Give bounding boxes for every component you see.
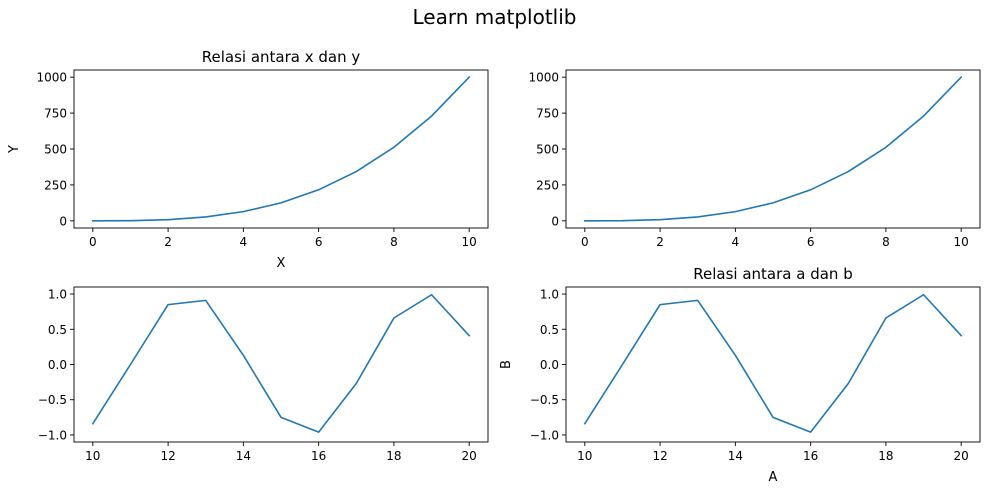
x-tick-label: 16 [803, 449, 818, 463]
x-tick-label: 0 [581, 235, 589, 249]
x-tick-label: 12 [652, 449, 667, 463]
y-tick-label: 500 [536, 143, 559, 157]
subplot-4: 10 12 14 16 18 20 −1.0 −0.5 0.0 0.5 1.0 Relasi anta… [499, 265, 981, 485]
axes-frame [73, 286, 489, 443]
x-tick-label: 6 [315, 235, 323, 249]
x-tick-label: 10 [954, 235, 969, 249]
y-tick-label: 0 [551, 214, 559, 228]
y-tick-label: 1000 [528, 71, 559, 85]
x-tick-label: 8 [882, 235, 890, 249]
y-tick-label: 1.0 [540, 288, 559, 302]
x-tick-label: 10 [462, 235, 477, 249]
y-tick-label: 0.5 [540, 323, 559, 337]
y-tick-label: 750 [536, 107, 559, 121]
figure-suptitle: Learn matplotlib [412, 5, 577, 29]
x-tick-label: 4 [240, 235, 248, 249]
y-tick-label: −1.0 [38, 428, 67, 442]
y-tick-label: −0.5 [530, 393, 559, 407]
subplot-title: Relasi antara x dan y [202, 48, 361, 66]
x-tick-label: 18 [386, 449, 401, 463]
subplot-1: 0 2 4 6 8 10 0 250 500 750 1000 Relasi antara x dan… [7, 48, 489, 271]
x-tick-label: 2 [656, 235, 664, 249]
x-tick-label: 8 [390, 235, 398, 249]
x-tick-label: 12 [160, 449, 175, 463]
x-tick-label: 0 [89, 235, 97, 249]
x-axis-label: A [769, 470, 778, 485]
axes-frame [565, 69, 981, 229]
x-tick-label: 10 [577, 449, 592, 463]
y-tick-label: 0.0 [540, 358, 559, 372]
x-tick-label: 6 [807, 235, 815, 249]
series-line [584, 76, 963, 222]
x-tick-label: 2 [164, 235, 172, 249]
x-axis-label: X [277, 256, 286, 271]
x-tick-label: 14 [728, 449, 743, 463]
series-line [583, 293, 963, 433]
x-tick-label: 10 [85, 449, 100, 463]
x-tick-label: 14 [236, 449, 251, 463]
y-tick-label: 250 [44, 178, 67, 192]
series-line [91, 293, 471, 433]
x-tick-label: 18 [878, 449, 893, 463]
subplot-2: 0 2 4 6 8 10 0 250 500 750 1000 [528, 69, 981, 249]
y-tick-label: 1000 [36, 71, 67, 85]
y-tick-label: 0.5 [48, 323, 67, 337]
subplot-title: Relasi antara a dan b [693, 265, 852, 283]
x-tick-label: 4 [732, 235, 740, 249]
y-tick-label: 0 [59, 214, 67, 228]
y-tick-label: −1.0 [530, 428, 559, 442]
x-tick-label: 20 [954, 449, 969, 463]
y-axis-label: Y [7, 145, 22, 154]
x-tick-label: 16 [311, 449, 326, 463]
y-tick-label: 750 [44, 107, 67, 121]
x-tick-label: 20 [462, 449, 477, 463]
y-tick-label: 250 [536, 178, 559, 192]
y-tick-label: 0.0 [48, 358, 67, 372]
axes-frame [565, 286, 981, 443]
y-tick-label: 1.0 [48, 288, 67, 302]
axes-frame [73, 69, 489, 229]
subplot-3: 10 12 14 16 18 20 −1.0 −0.5 0.0 0.5 1.0 [38, 286, 489, 463]
y-tick-label: −0.5 [38, 393, 67, 407]
y-axis-label: B [499, 360, 514, 369]
y-tick-label: 500 [44, 143, 67, 157]
series-line [92, 76, 471, 222]
